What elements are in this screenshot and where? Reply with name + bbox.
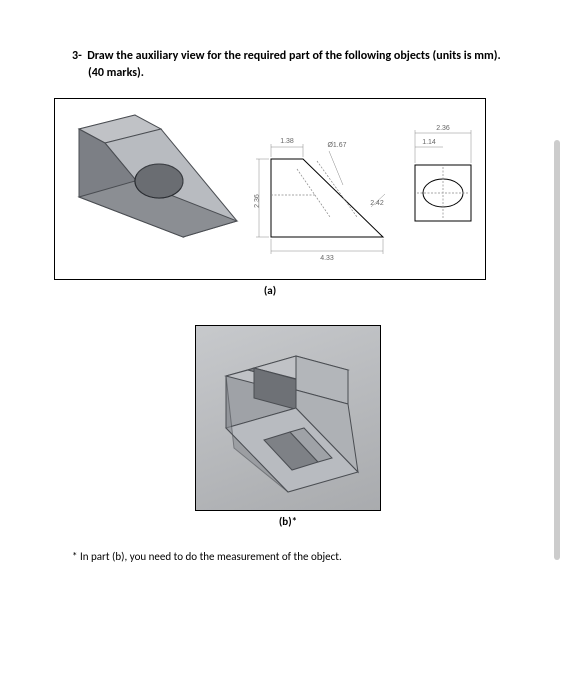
dim-width: 4.33 xyxy=(320,255,334,262)
figure-a-isometric xyxy=(65,111,245,271)
dim-side-inner: 1.14 xyxy=(422,139,436,146)
question-text: 3- Draw the auxiliary view for the requi… xyxy=(72,48,504,82)
figure-a-orthographic: 2.36 4.33 1.38 Ø1.67 2.42 xyxy=(253,129,403,269)
dim-height: 2.36 xyxy=(254,194,261,208)
question-number: 3- xyxy=(72,49,82,63)
dim-diameter: Ø1.67 xyxy=(327,142,346,149)
dim-side-width: 2.36 xyxy=(436,125,450,132)
figure-a-sideview: 2.36 1.14 xyxy=(403,123,483,253)
question-body: Draw the auxiliary view for the required… xyxy=(87,49,501,80)
footnote-text: * In part (b), you need to do the measur… xyxy=(72,550,504,563)
figure-a-frame: 2.36 4.33 1.38 Ø1.67 2.42 2.36 1.14 xyxy=(54,98,486,280)
figure-a-label: (a) xyxy=(54,284,486,297)
figure-b-isometric xyxy=(208,340,368,500)
scrollbar[interactable] xyxy=(554,140,560,560)
figure-b-wrap: (b)* xyxy=(72,325,504,528)
figure-b-frame xyxy=(195,325,381,511)
figure-b-label: (b)* xyxy=(195,515,381,528)
page-content: 3- Draw the auxiliary view for the requi… xyxy=(0,0,564,593)
dim-topflat: 1.38 xyxy=(280,138,294,145)
